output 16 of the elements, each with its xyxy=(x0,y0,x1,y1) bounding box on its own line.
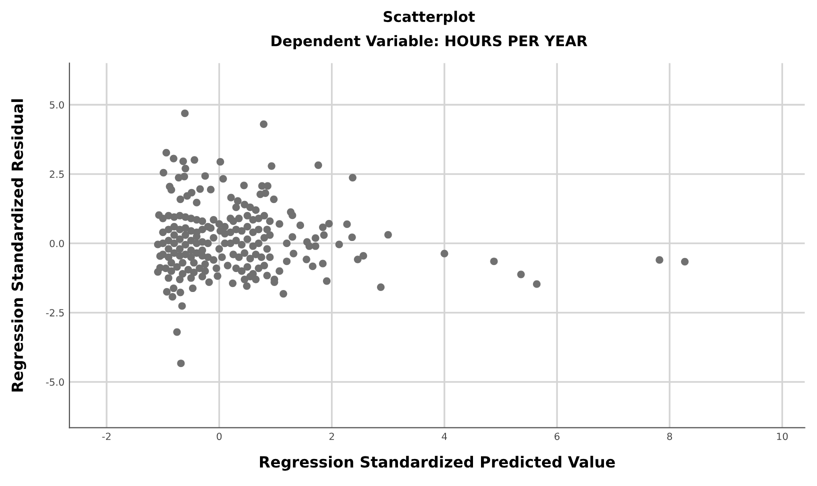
y-tick-label: -5.0 xyxy=(46,378,64,386)
y-tick-label: 0.0 xyxy=(50,240,64,248)
x-tick-label: 8 xyxy=(667,432,672,440)
x-tick-label: 0 xyxy=(216,432,222,440)
x-tick-label: -2 xyxy=(102,432,110,440)
y-axis-title: Regression Standardized Residual xyxy=(11,99,26,392)
chart-title: Scatterplot xyxy=(384,10,475,25)
x-axis-title: Regression Standardized Predicted Value xyxy=(260,456,615,471)
x-tick-label: 2 xyxy=(329,432,334,440)
y-tick-label: -2.5 xyxy=(46,309,64,316)
y-tick-label: 2.5 xyxy=(50,170,64,178)
x-tick-label: 6 xyxy=(554,432,560,440)
x-tick-label: 10 xyxy=(777,432,788,440)
x-tick-label: 4 xyxy=(442,432,447,440)
y-tick-label: 5.0 xyxy=(50,101,64,109)
chart-subtitle: Dependent Variable: HOURS PER YEAR xyxy=(272,35,588,50)
